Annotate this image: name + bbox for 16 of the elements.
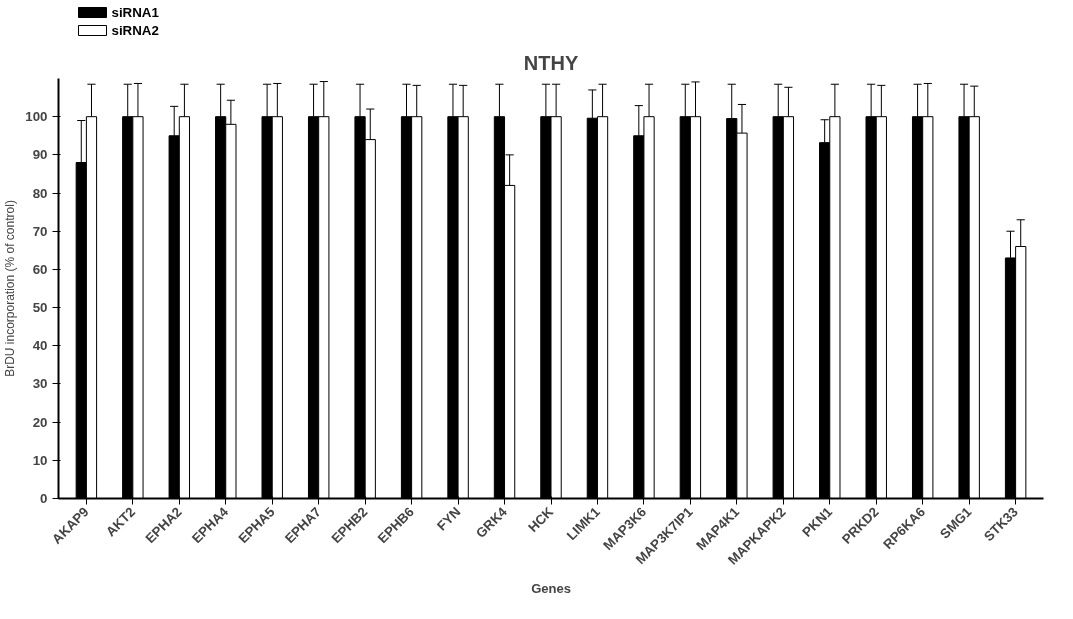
y-tick-label: 100 (25, 109, 48, 125)
legend-label: siRNA1 (111, 5, 160, 20)
y-tick-label: 50 (32, 300, 48, 316)
y-tick-label: 90 (32, 147, 48, 163)
y-tick-label: 70 (32, 223, 48, 239)
y-tick-label: 30 (32, 376, 48, 392)
legend-label: siRNA2 (111, 23, 159, 38)
y-tick-label: 20 (32, 414, 48, 430)
y-tick-label: 60 (32, 261, 48, 277)
y-tick-label: 10 (32, 452, 48, 468)
y-axis-title: BrDU incorporation (% of control) (3, 200, 18, 377)
x-axis-title: Genes (531, 580, 571, 596)
y-tick-label: 80 (32, 185, 48, 201)
y-tick-label: 0 (40, 491, 48, 506)
y-tick-label: 40 (32, 338, 48, 354)
chart-title: NTHY (523, 51, 579, 74)
